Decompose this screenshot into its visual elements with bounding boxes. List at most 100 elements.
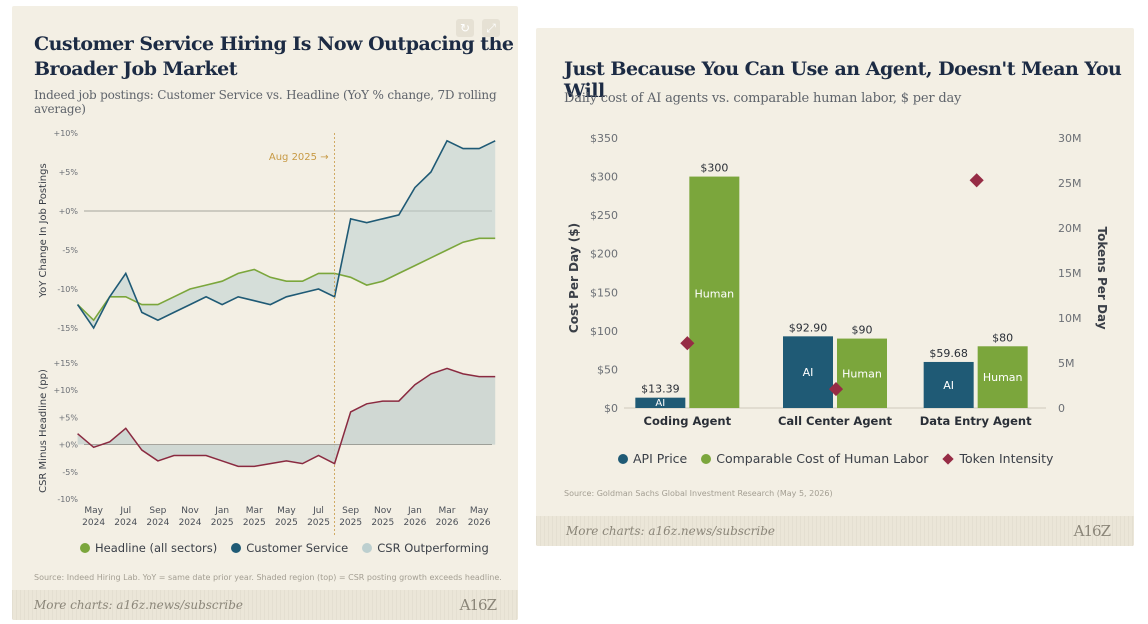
api-price-data-label: $59.68	[929, 347, 968, 360]
right-chart-subtitle: Daily cost of AI agents vs. comparable h…	[564, 91, 962, 106]
api-price-bar	[783, 336, 833, 408]
right-legend: API Price Comparable Cost of Human Labor…	[618, 451, 1053, 466]
api-bar-inner-label: AI	[803, 366, 814, 379]
bottom-ytick-label: +0%	[59, 441, 79, 450]
y-tick-label: $100	[590, 325, 618, 338]
y-tick-label: $300	[590, 171, 618, 184]
legend-token-swatch	[942, 452, 955, 465]
bottom-ylabel: CSR Minus Headline (pp)	[38, 369, 49, 493]
right-footer: More charts: a16z.news/subscribe A16Z	[536, 516, 1134, 546]
api-bar-inner-label: AI	[943, 379, 954, 392]
csr-series-line	[76, 139, 496, 330]
right-footer-link[interactable]: More charts: a16z.news/subscribe	[566, 524, 776, 538]
y2-tick-label: 0	[1058, 402, 1065, 415]
x-tick-month: Jan	[407, 506, 422, 516]
human-cost-bar	[977, 346, 1028, 408]
human-bar-inner-label: Human	[694, 288, 734, 301]
expand-icon[interactable]: ⤢	[482, 19, 500, 37]
x-tick-month: Jul	[119, 506, 131, 516]
legend-outperforming: CSR Outperforming	[362, 541, 489, 555]
x-tick-year: 2024	[114, 518, 137, 528]
legend-headline: Headline (all sectors)	[80, 541, 217, 555]
top-ytick-label: -15%	[57, 324, 78, 333]
top-ytick-label: -5%	[62, 246, 78, 255]
x-tick-month: May	[84, 506, 103, 516]
y-tick-label: $200	[590, 248, 618, 261]
y2-tick-label: 30M	[1058, 132, 1082, 145]
diff-area	[77, 368, 496, 467]
x-tick-month: Mar	[246, 506, 263, 516]
y-tick-label: $0	[604, 402, 618, 415]
api-bar-inner-label: AI	[655, 398, 665, 409]
api-price-data-label: $92.90	[789, 321, 828, 334]
y2-tick-label: 25M	[1058, 177, 1082, 190]
right-a16z-logo: A16Z	[1073, 522, 1111, 540]
left-chart-card: Customer Service Hiring Is Now Outpacing…	[12, 6, 518, 620]
y2-tick-label: 5M	[1058, 357, 1075, 370]
bottom-ytick-label: +15%	[54, 359, 79, 368]
right-source: Source: Goldman Sachs Global Investment …	[564, 489, 833, 498]
left-chart-subtitle: Indeed job postings: Customer Service vs…	[34, 88, 497, 116]
bottom-ytick-label: +5%	[59, 413, 79, 422]
human-cost-bar	[837, 338, 887, 408]
right-y2label: Tokens Per Day	[1095, 226, 1109, 329]
top-ytick-label: +5%	[59, 168, 79, 177]
x-tick-year: 2026	[403, 518, 426, 528]
token-intensity-point	[969, 173, 984, 188]
token-intensity-point	[680, 336, 695, 351]
legend-human-labor: Comparable Cost of Human Labor	[701, 451, 928, 466]
bottom-ytick-label: +10%	[54, 386, 79, 395]
legend-csr: Customer Service	[231, 541, 348, 555]
diff-series-line	[77, 367, 496, 468]
legend-human-swatch	[701, 453, 712, 464]
api-price-bar	[923, 361, 974, 408]
legend-csr-swatch	[231, 543, 242, 553]
x-tick-year: 2026	[436, 518, 459, 528]
x-tick-year: 2024	[146, 518, 169, 528]
right-chart-card: Just Because You Can Use an Agent, Doesn…	[536, 28, 1134, 546]
api-price-data-label: $13.39	[641, 383, 680, 396]
left-chart-title: Customer Service Hiring Is Now Outpacing…	[34, 32, 514, 82]
top-ytick-label: +0%	[59, 207, 79, 216]
human-cost-data-label: $300	[700, 162, 728, 175]
x-tick-month: May	[470, 506, 489, 516]
x-tick-month: Mar	[439, 506, 456, 516]
legend-api-swatch	[618, 453, 628, 464]
top-ytick-label: -10%	[57, 285, 78, 294]
y-tick-label: $350	[590, 132, 618, 145]
category-label: Call Center Agent	[778, 414, 893, 428]
left-legend: Headline (all sectors) Customer Service …	[80, 541, 489, 555]
refresh-icon[interactable]: ↻	[456, 19, 474, 37]
x-tick-year: 2025	[275, 518, 298, 528]
x-tick-year: 2025	[211, 518, 234, 528]
x-tick-year: 2026	[468, 518, 491, 528]
y-tick-label: $50	[597, 363, 618, 376]
right-chart-title: Just Because You Can Use an Agent, Doesn…	[564, 58, 1122, 102]
left-footer-link[interactable]: More charts: a16z.news/subscribe	[34, 598, 244, 612]
left-chart-svg: +10% +5% +0% -5% -10% -15% YoY Change In Job P…	[38, 129, 496, 536]
human-cost-bar	[689, 176, 740, 408]
category-label: Coding Agent	[644, 414, 732, 428]
token-intensity-point	[828, 382, 844, 397]
aug-2025-annotation: Aug 2025 →	[269, 152, 329, 163]
right-chart-svg: $350 $300 $250 $200 $150 $100 $50 $0 30M 25M 20M 15…	[567, 132, 1109, 428]
human-cost-data-label: $90	[852, 324, 873, 337]
left-footer: More charts: a16z.news/subscribe A16Z	[12, 590, 518, 620]
left-title-line2: Broader Job Market	[34, 58, 237, 80]
y-tick-label: $150	[590, 286, 618, 299]
category-label: Data Entry Agent	[920, 414, 1032, 428]
x-tick-month: Sep	[342, 506, 359, 516]
left-a16z-logo: A16Z	[459, 596, 497, 614]
right-ylabel: Cost Per Day ($)	[567, 223, 581, 333]
legend-outperforming-swatch	[362, 543, 373, 553]
human-bar-inner-label: Human	[842, 367, 882, 380]
top-ytick-label: +10%	[54, 129, 79, 138]
x-tick-year: 2024	[82, 518, 105, 528]
legend-headline-swatch	[80, 543, 90, 553]
y2-tick-label: 15M	[1058, 267, 1082, 280]
api-price-bar	[635, 397, 686, 408]
x-tick-year: 2025	[371, 518, 394, 528]
y2-tick-label: 10M	[1058, 312, 1082, 325]
x-tick-year: 2025	[243, 518, 266, 528]
left-source: Source: Indeed Hiring Lab. YoY = same da…	[34, 573, 502, 582]
